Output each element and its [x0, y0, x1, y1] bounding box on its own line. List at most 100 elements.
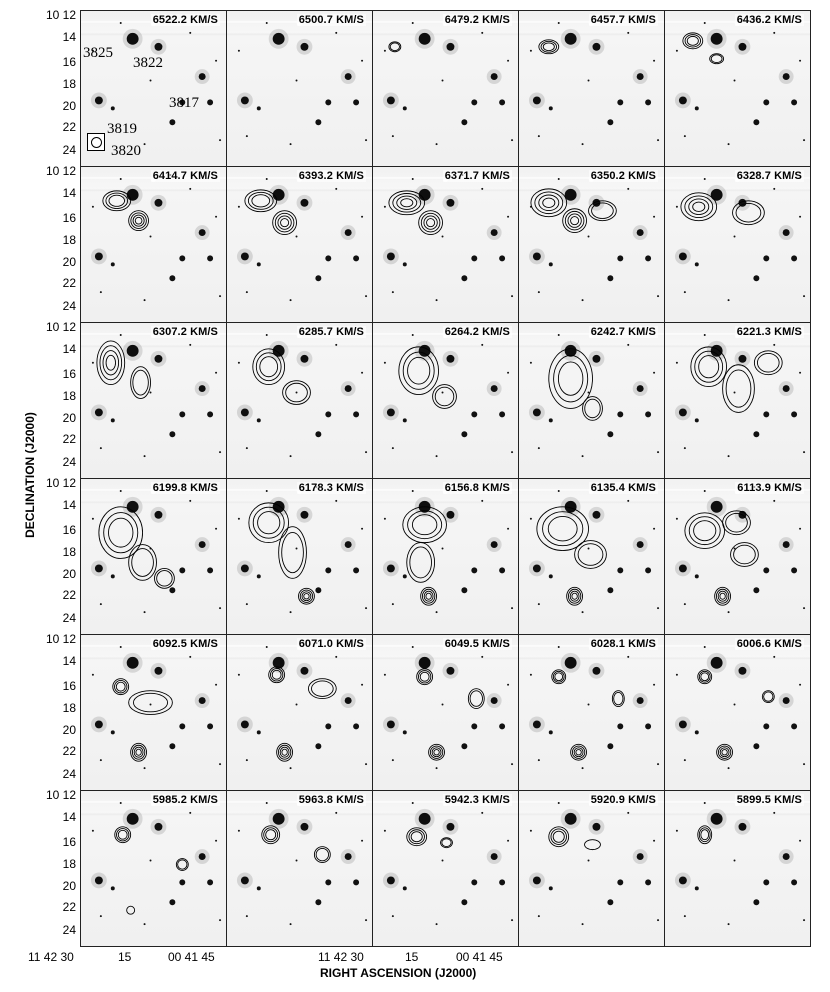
hi-contour: [551, 669, 567, 685]
galaxy-point: [179, 723, 186, 730]
galaxy-point: [607, 275, 614, 282]
galaxy-point: [694, 730, 699, 735]
hi-contour: [735, 202, 762, 223]
dec-tick: 14: [62, 498, 76, 512]
hi-contour: [434, 386, 455, 407]
galaxy-point: [799, 215, 802, 218]
galaxy-point: [763, 99, 770, 106]
hi-contour: [428, 743, 445, 761]
hi-contour: [426, 218, 436, 228]
galaxy-point: [733, 235, 736, 238]
galaxy-point: [675, 49, 678, 52]
galaxy-point: [198, 229, 206, 237]
galaxy-point: [179, 879, 186, 886]
hi-contour: [571, 745, 586, 759]
galaxy-point: [207, 255, 214, 262]
galaxy-label: 3819: [107, 121, 137, 137]
galaxy-point: [344, 853, 352, 861]
galaxy-point: [325, 567, 332, 574]
hi-contour: [311, 680, 334, 697]
hi-contour: [611, 690, 625, 707]
galaxy-point: [727, 143, 730, 146]
hi-contour: [132, 369, 149, 396]
hi-contour: [128, 544, 157, 581]
hi-contour: [277, 744, 292, 760]
galaxy-point: [245, 915, 248, 918]
hi-contour: [710, 54, 723, 64]
hi-contour: [570, 743, 587, 761]
galaxy-point: [391, 759, 394, 762]
hi-contour: [547, 516, 578, 542]
hi-contour: [540, 40, 557, 53]
hi-contour: [130, 742, 147, 762]
galaxy-point: [636, 229, 644, 237]
galaxy-point: [675, 829, 678, 832]
hi-contour: [285, 382, 308, 403]
hi-contour: [684, 512, 726, 550]
galaxy-point: [237, 361, 240, 364]
channel-panel: 6307.2 KM/S: [80, 322, 227, 479]
optical-image: [373, 329, 518, 458]
hi-contour: [538, 39, 560, 55]
hi-contour: [402, 351, 435, 390]
galaxy-point: [511, 763, 514, 766]
hi-contour: [418, 210, 443, 236]
dec-tick: 14: [62, 654, 76, 668]
galaxy-point: [446, 354, 455, 363]
galaxy-point: [272, 32, 285, 45]
galaxy-point: [325, 255, 332, 262]
galaxy-point: [645, 99, 652, 106]
galaxy-point: [548, 418, 553, 423]
optical-image: [227, 485, 372, 614]
hi-contour: [406, 827, 428, 847]
velocity-label: 6436.2 KM/S: [734, 14, 804, 26]
velocity-label: 6457.7 KM/S: [588, 14, 658, 26]
galaxy-point: [207, 567, 214, 574]
galaxy-point: [548, 262, 553, 267]
velocity-label: 6522.2 KM/S: [150, 14, 220, 26]
galaxy-point: [782, 697, 790, 705]
galaxy-point: [289, 455, 292, 458]
hi-contour: [534, 191, 564, 215]
galaxy-point: [653, 683, 656, 686]
optical-image: [373, 641, 518, 770]
hi-contour: [700, 829, 710, 841]
galaxy-point: [738, 822, 747, 831]
hi-contour: [156, 570, 173, 587]
galaxy-point: [529, 49, 532, 52]
galaxy-label: 3820: [111, 143, 141, 159]
galaxy-point: [91, 49, 94, 52]
optical-image: [519, 17, 664, 146]
galaxy-point: [265, 21, 268, 24]
galaxy-point: [653, 527, 656, 530]
hi-contour: [112, 678, 130, 696]
galaxy-point: [119, 645, 122, 648]
galaxy-point: [548, 574, 553, 579]
galaxy-point: [435, 767, 438, 770]
hi-contour: [548, 348, 593, 409]
galaxy-point: [694, 574, 699, 579]
galaxy-point: [411, 645, 414, 648]
galaxy-point: [617, 255, 624, 262]
velocity-label: 6199.8 KM/S: [150, 482, 220, 494]
velocity-label: 5899.5 KM/S: [734, 794, 804, 806]
hi-contour: [763, 691, 774, 702]
x-axis-title: RIGHT ASCENSION (J2000): [320, 966, 477, 980]
dec-tick: 18: [62, 545, 76, 559]
galaxy-point: [564, 500, 577, 513]
galaxy-point: [753, 587, 760, 594]
galaxy-label: 3825: [83, 45, 113, 61]
galaxy-point: [265, 333, 268, 336]
velocity-label: 6285.7 KM/S: [296, 326, 366, 338]
galaxy-point: [733, 547, 736, 550]
galaxy-point: [657, 139, 660, 142]
hi-contour: [126, 905, 136, 915]
galaxy-point: [295, 859, 298, 862]
hi-contour: [98, 506, 144, 559]
galaxy-point: [435, 611, 438, 614]
galaxy-point: [617, 879, 624, 886]
galaxy-point: [537, 447, 540, 450]
galaxy-point: [653, 839, 656, 842]
galaxy-point: [627, 187, 630, 190]
galaxy-point: [344, 73, 352, 81]
